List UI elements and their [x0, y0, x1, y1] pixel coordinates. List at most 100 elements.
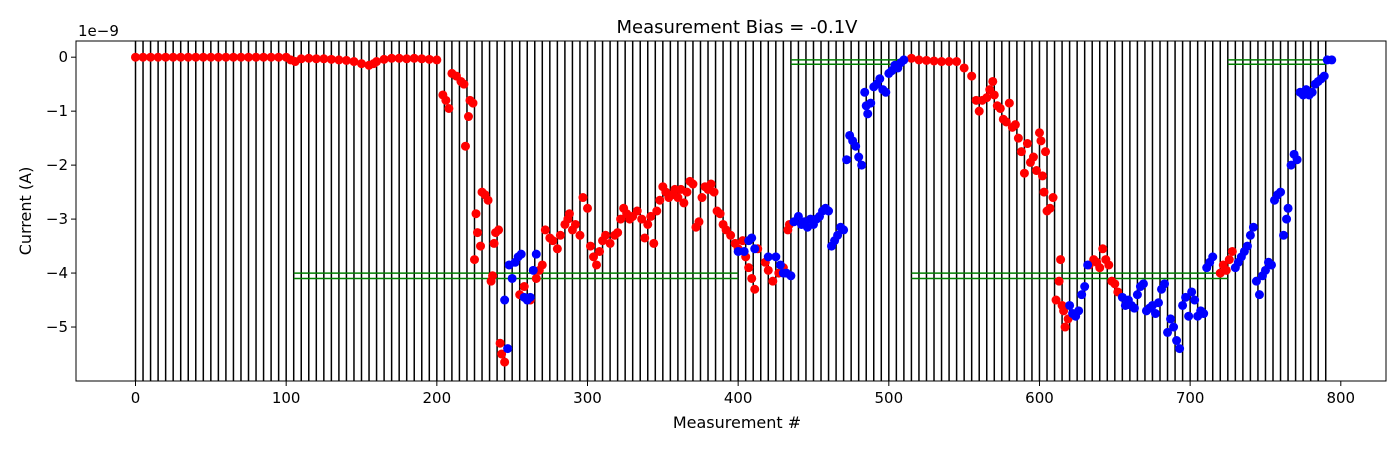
data-point [497, 349, 507, 359]
data-point [357, 59, 367, 69]
data-point [244, 52, 254, 62]
data-point [161, 52, 171, 62]
data-point [417, 54, 427, 64]
data-point [1016, 147, 1026, 157]
data-point [460, 141, 470, 151]
data-point [929, 56, 939, 66]
data-point [1224, 255, 1234, 265]
data-point [982, 93, 992, 103]
data-point [1319, 71, 1329, 81]
data-point [860, 87, 870, 97]
data-point [387, 53, 397, 63]
data-point [1022, 139, 1032, 149]
data-point [793, 211, 803, 221]
data-point [236, 52, 246, 62]
data-point [1048, 193, 1058, 203]
data-point [655, 195, 665, 205]
axis-ticks: 0 100 200 300 400 500 600 700 800 0 −1 −2 −3 −4 −5 [46, 48, 1355, 407]
x-tick-label: 400 [724, 389, 753, 407]
data-point [875, 74, 885, 84]
data-point [1242, 241, 1252, 251]
x-axis-label: Measurement # [673, 413, 801, 432]
data-point [750, 284, 760, 294]
data-point [459, 79, 469, 89]
data-point [786, 271, 796, 281]
data-point [409, 53, 419, 63]
data-point [575, 230, 585, 240]
data-point [191, 52, 201, 62]
data-point [1251, 276, 1261, 286]
data-point [259, 52, 269, 62]
data-point [198, 52, 208, 62]
data-point [379, 54, 389, 64]
data-point [555, 230, 565, 240]
data-point [646, 211, 656, 221]
data-point [1077, 290, 1087, 300]
data-point [168, 52, 178, 62]
data-point [1013, 133, 1023, 143]
data-point [1083, 260, 1093, 270]
data-point [296, 54, 306, 64]
y-tick-label: −5 [46, 318, 68, 336]
data-point [516, 249, 526, 259]
data-point [507, 273, 517, 283]
data-point [906, 53, 916, 63]
data-point [1327, 55, 1337, 65]
data-point [842, 155, 852, 165]
data-point [595, 246, 605, 256]
data-point [1051, 295, 1061, 305]
data-point [206, 52, 216, 62]
data-point [866, 98, 876, 108]
data-point [652, 206, 662, 216]
data-point [1208, 252, 1218, 262]
data-point [899, 55, 909, 65]
data-point [616, 214, 626, 224]
data-point [1283, 203, 1293, 213]
data-point [989, 90, 999, 100]
data-point [857, 160, 867, 170]
data-point [311, 54, 321, 64]
data-point [494, 225, 504, 235]
data-point [613, 228, 623, 238]
data-point [528, 265, 538, 275]
data-point [1172, 336, 1182, 346]
data-point [851, 141, 861, 151]
data-point [649, 238, 659, 248]
data-point [824, 206, 834, 216]
data-point [1260, 265, 1270, 275]
data-point [592, 260, 602, 270]
data-point [1039, 187, 1049, 197]
data-point [525, 292, 535, 302]
data-point [1169, 322, 1179, 332]
data-point [1010, 120, 1020, 130]
data-point [1245, 230, 1255, 240]
data-point [537, 260, 547, 270]
data-point [153, 52, 163, 62]
data-point [1154, 298, 1164, 308]
data-point [839, 225, 849, 235]
data-point [221, 52, 231, 62]
data-point [1292, 155, 1302, 165]
data-point [578, 193, 588, 203]
data-point [1004, 98, 1014, 108]
data-point [1254, 290, 1264, 300]
data-point [372, 57, 382, 67]
data-point [967, 71, 977, 81]
data-point [921, 55, 931, 65]
data-point [763, 265, 773, 275]
data-point [1276, 187, 1286, 197]
data-point [266, 52, 276, 62]
data-point [1028, 152, 1038, 162]
data-point [1129, 303, 1139, 313]
data-point [531, 249, 541, 259]
y-axis-label: Current (A) [16, 167, 35, 256]
data-point [334, 55, 344, 65]
data-point [1095, 263, 1105, 273]
data-point [586, 241, 596, 251]
x-tick-label: 100 [272, 389, 301, 407]
data-point [131, 52, 141, 62]
data-point [1187, 287, 1197, 297]
data-point [673, 193, 683, 203]
data-point [471, 209, 481, 219]
